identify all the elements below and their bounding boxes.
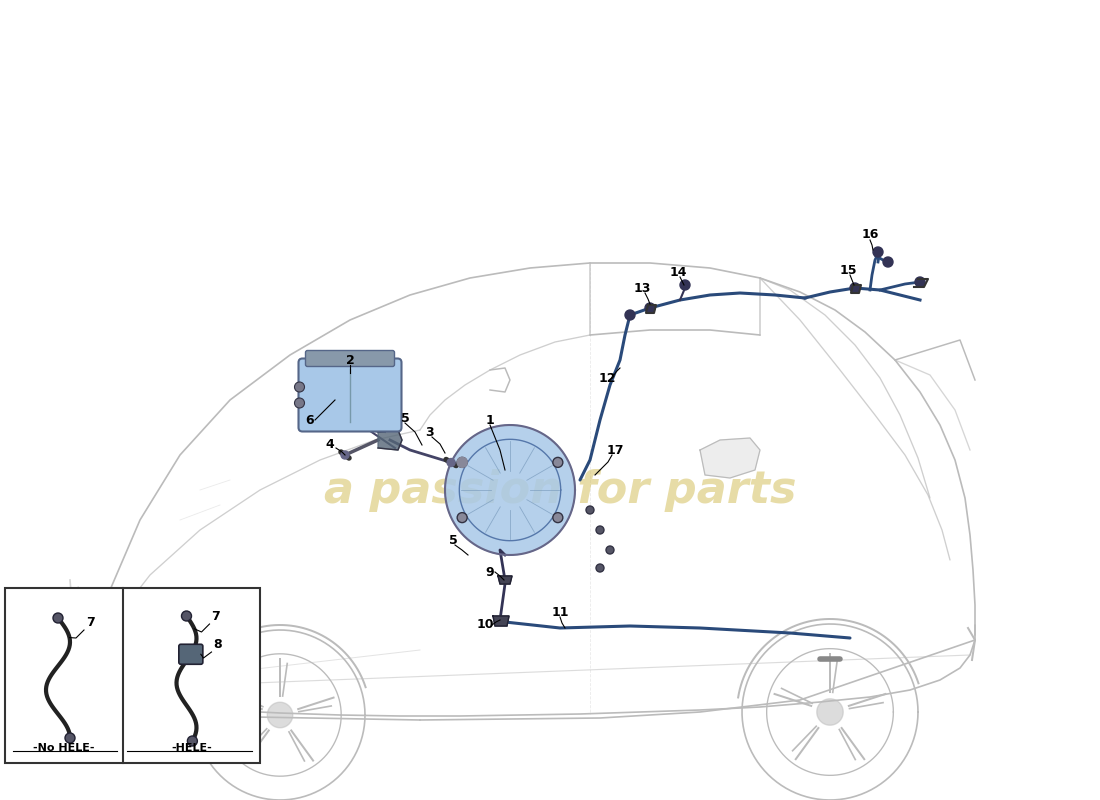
Text: 13: 13	[634, 282, 651, 294]
FancyBboxPatch shape	[298, 358, 402, 431]
Circle shape	[295, 382, 305, 392]
Text: 14: 14	[669, 266, 686, 278]
Circle shape	[553, 513, 563, 522]
Text: 7: 7	[211, 610, 220, 623]
FancyBboxPatch shape	[179, 644, 202, 664]
Circle shape	[187, 736, 197, 746]
Circle shape	[447, 458, 455, 466]
Circle shape	[182, 611, 191, 621]
Circle shape	[341, 451, 349, 459]
Circle shape	[883, 257, 893, 267]
Circle shape	[53, 613, 63, 623]
Circle shape	[606, 546, 614, 554]
Circle shape	[645, 303, 654, 313]
Text: 5: 5	[449, 534, 458, 546]
Text: 11: 11	[551, 606, 569, 618]
Text: -HELE-: -HELE-	[172, 743, 212, 753]
Text: 2: 2	[345, 354, 354, 366]
Text: 7: 7	[86, 616, 95, 629]
Text: 17: 17	[606, 443, 624, 457]
Text: 3: 3	[426, 426, 434, 438]
Polygon shape	[378, 430, 402, 450]
Text: 8: 8	[213, 638, 222, 651]
Polygon shape	[700, 438, 760, 478]
Polygon shape	[493, 616, 509, 626]
Text: 1: 1	[485, 414, 494, 426]
Text: 5: 5	[400, 411, 409, 425]
FancyBboxPatch shape	[6, 588, 260, 763]
Circle shape	[553, 458, 563, 467]
Circle shape	[458, 458, 468, 467]
Text: -No HELE-: -No HELE-	[33, 743, 95, 753]
Circle shape	[596, 564, 604, 572]
Polygon shape	[267, 702, 293, 728]
FancyBboxPatch shape	[306, 350, 395, 366]
Circle shape	[65, 733, 75, 743]
Polygon shape	[817, 699, 844, 725]
Text: a passion for parts: a passion for parts	[323, 469, 796, 511]
Text: 6: 6	[306, 414, 315, 426]
Text: 10: 10	[476, 618, 494, 631]
Circle shape	[586, 506, 594, 514]
Text: 12: 12	[598, 371, 616, 385]
Polygon shape	[446, 425, 575, 555]
Circle shape	[295, 398, 305, 408]
Circle shape	[680, 280, 690, 290]
Text: 4: 4	[326, 438, 334, 451]
Text: 15: 15	[839, 263, 857, 277]
Circle shape	[915, 277, 925, 287]
Circle shape	[458, 513, 468, 522]
Text: 16: 16	[861, 229, 879, 242]
Polygon shape	[498, 576, 512, 584]
Text: 9: 9	[486, 566, 494, 578]
Circle shape	[625, 310, 635, 320]
Circle shape	[458, 458, 468, 467]
Circle shape	[596, 526, 604, 534]
Circle shape	[873, 247, 883, 257]
Circle shape	[850, 283, 860, 293]
